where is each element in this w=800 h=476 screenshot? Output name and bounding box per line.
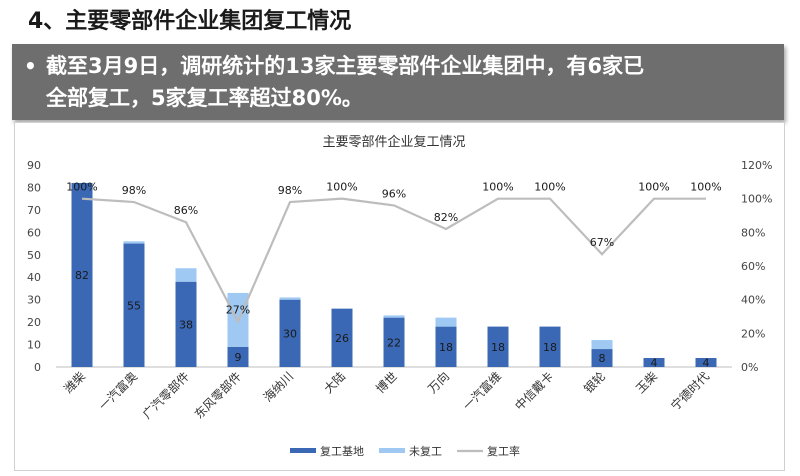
legend-swatch-fugong-jidi	[290, 448, 316, 453]
bar-fugong-jidi	[279, 299, 301, 367]
bar-fugong-jidi	[175, 281, 197, 367]
rate-value-label: 100%	[534, 181, 565, 194]
rate-value-label: 98%	[122, 184, 146, 197]
rate-value-label: 100%	[66, 181, 97, 194]
y-left-tick-label: 30	[27, 294, 41, 307]
bar-value-label: 38	[179, 318, 193, 331]
x-category-label: 中信戴卡	[512, 369, 557, 414]
y-right-tick-label: 40%	[741, 294, 765, 307]
x-category-label: 宁德时代	[668, 369, 713, 414]
bar-value-label: 18	[543, 341, 557, 354]
y-left-tick-label: 10	[27, 339, 41, 352]
bar-wei-fugong	[435, 317, 457, 327]
summary-banner: • 截至3月9日，调研统计的13家主要零部件企业集团中，有6家已 全部复工，5家…	[12, 44, 784, 120]
chart-frame: 主要零部件企业复工情况 0 10 20 30 40 50 60 70 80 90 0% 20% 40% 60…	[14, 122, 785, 471]
x-category-label: 潍柴	[61, 369, 88, 396]
bar-fugong-jidi	[383, 317, 405, 367]
bar-wei-fugong	[383, 315, 405, 318]
y-right-tick-label: 0%	[741, 361, 758, 374]
bar-fugong-jidi	[123, 243, 145, 367]
y-right-tick-label: 60%	[741, 260, 765, 273]
bar-wei-fugong	[175, 268, 197, 282]
rate-value-label: 100%	[326, 181, 357, 194]
bar-value-label: 22	[387, 336, 401, 349]
bar-value-label: 55	[127, 299, 141, 312]
x-category-label: 大陆	[321, 369, 349, 397]
y-left-tick-label: 0	[34, 361, 41, 374]
summary-line-2: 全部复工，5家复工率超过80%。	[46, 86, 363, 110]
bar-value-label: 8	[599, 352, 606, 365]
rate-value-label: 67%	[590, 236, 614, 249]
bar-value-label: 9	[235, 351, 242, 364]
bar-value-label: 82	[75, 269, 89, 282]
x-category-label: 一汽富维	[460, 369, 505, 414]
bar-fugong-jidi	[643, 358, 665, 367]
summary-line-1: 截至3月9日，调研统计的13家主要零部件企业集团中，有6家已	[46, 54, 645, 78]
bar-fugong-jidi	[487, 326, 509, 367]
y-left-tick-label: 20	[27, 316, 41, 329]
legend-swatch-wei-fugong	[379, 448, 405, 453]
bar-fugong-jidi	[695, 358, 717, 367]
bar-wei-fugong	[123, 241, 145, 244]
bar-value-label: 4	[651, 357, 658, 370]
y-left-tick-label: 40	[27, 271, 41, 284]
combo-chart: 主要零部件企业复工情况 0 10 20 30 40 50 60 70 80 90 0% 20% 40% 60…	[27, 134, 772, 458]
bar-fugong-jidi	[591, 349, 613, 367]
x-category-label: 博世	[373, 369, 401, 397]
bar-value-label: 4	[703, 357, 710, 370]
x-category-label: 广汽零部件	[139, 369, 192, 422]
y-left-tick-label: 50	[27, 249, 41, 262]
x-category-label: 东风零部件	[191, 369, 244, 422]
rate-value-label: 100%	[482, 181, 513, 194]
y-right-tick-label: 80%	[741, 226, 765, 239]
legend-label-fugong-lv: 复工率	[487, 444, 520, 458]
bar-value-label: 18	[491, 341, 505, 354]
x-category-label: 万向	[425, 369, 453, 397]
legend-label-fugong-jidi: 复工基地	[320, 444, 364, 458]
bar-fugong-jidi	[539, 326, 561, 367]
bar-wei-fugong	[591, 340, 613, 350]
bar-fugong-jidi	[435, 326, 457, 367]
legend-label-wei-fugong: 未复工	[409, 444, 442, 458]
y-right-tick-label: 120%	[741, 159, 772, 172]
rate-value-label: 98%	[278, 184, 302, 197]
x-category-label: 银轮	[581, 369, 608, 396]
bar-wei-fugong	[279, 297, 301, 300]
chart-title: 主要零部件企业复工情况	[322, 134, 465, 150]
bar-fugong-jidi	[71, 182, 93, 367]
rate-value-label: 96%	[382, 187, 406, 200]
y-left-tick-label: 90	[27, 159, 41, 172]
rate-line	[81, 197, 706, 325]
bar-value-label: 18	[439, 341, 453, 354]
y-left-tick-label: 70	[27, 204, 41, 217]
rate-value-label: 100%	[690, 181, 721, 194]
y-right-tick-label: 100%	[741, 193, 772, 206]
bullet-icon: •	[24, 54, 37, 78]
y-left-tick-label: 60	[27, 226, 41, 239]
bar-value-label: 30	[283, 327, 297, 340]
rate-value-label: 82%	[434, 211, 458, 224]
bar-value-label: 26	[335, 332, 349, 345]
bar-fugong-jidi	[331, 308, 353, 367]
rate-value-label: 27%	[226, 304, 250, 317]
rate-value-label: 86%	[174, 204, 198, 217]
rate-value-label: 100%	[638, 181, 669, 194]
y-right-tick-label: 20%	[741, 327, 765, 340]
y-left-tick-label: 80	[27, 181, 41, 194]
x-category-label: 海纳川	[260, 369, 296, 405]
x-category-label: 玉柴	[633, 369, 660, 396]
x-category-label: 一汽富奥	[96, 369, 141, 414]
page-title: 4、主要零部件企业集团复工情况	[28, 9, 352, 34]
bar-fugong-jidi	[227, 346, 249, 367]
